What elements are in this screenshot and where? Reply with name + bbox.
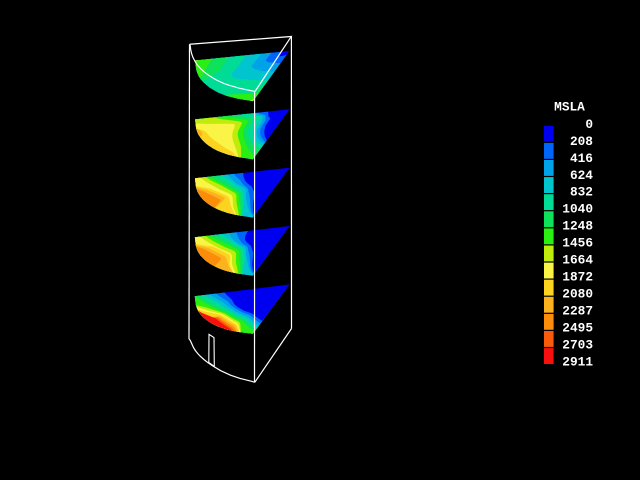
svg-text:2911: 2911 bbox=[562, 354, 593, 369]
svg-text:1872: 1872 bbox=[562, 270, 593, 285]
svg-text:2703: 2703 bbox=[562, 337, 593, 352]
svg-text:1248: 1248 bbox=[562, 219, 593, 234]
svg-text:416: 416 bbox=[570, 151, 593, 166]
svg-text:1456: 1456 bbox=[562, 236, 593, 251]
svg-text:MSLA: MSLA bbox=[554, 100, 585, 115]
svg-text:2495: 2495 bbox=[562, 320, 593, 335]
svg-text:1664: 1664 bbox=[562, 253, 593, 268]
svg-text:624: 624 bbox=[570, 168, 593, 183]
svg-text:2080: 2080 bbox=[562, 287, 593, 302]
svg-text:208: 208 bbox=[570, 134, 593, 149]
svg-text:0: 0 bbox=[585, 117, 593, 132]
svg-text:1040: 1040 bbox=[562, 202, 593, 217]
svg-text:832: 832 bbox=[570, 185, 593, 200]
svg-text:2287: 2287 bbox=[562, 304, 593, 319]
